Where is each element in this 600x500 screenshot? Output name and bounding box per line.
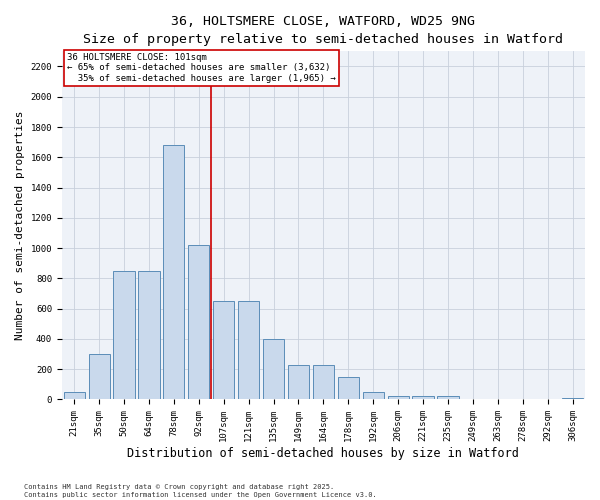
Bar bbox=[288, 364, 309, 400]
Bar bbox=[238, 301, 259, 400]
Bar bbox=[338, 377, 359, 400]
Bar bbox=[388, 396, 409, 400]
Bar bbox=[89, 354, 110, 400]
Bar bbox=[263, 339, 284, 400]
Bar bbox=[213, 301, 235, 400]
Bar bbox=[562, 398, 583, 400]
X-axis label: Distribution of semi-detached houses by size in Watford: Distribution of semi-detached houses by … bbox=[127, 447, 520, 460]
Text: 36 HOLTSMERE CLOSE: 101sqm
← 65% of semi-detached houses are smaller (3,632)
  3: 36 HOLTSMERE CLOSE: 101sqm ← 65% of semi… bbox=[67, 53, 336, 83]
Bar bbox=[437, 396, 458, 400]
Bar bbox=[113, 271, 134, 400]
Bar bbox=[362, 392, 384, 400]
Bar bbox=[163, 145, 184, 400]
Title: 36, HOLTSMERE CLOSE, WATFORD, WD25 9NG
Size of property relative to semi-detache: 36, HOLTSMERE CLOSE, WATFORD, WD25 9NG S… bbox=[83, 15, 563, 46]
Text: Contains HM Land Registry data © Crown copyright and database right 2025.
Contai: Contains HM Land Registry data © Crown c… bbox=[24, 484, 377, 498]
Bar bbox=[139, 271, 160, 400]
Bar bbox=[412, 396, 434, 400]
Bar bbox=[64, 392, 85, 400]
Y-axis label: Number of semi-detached properties: Number of semi-detached properties bbox=[15, 110, 25, 340]
Bar bbox=[313, 364, 334, 400]
Bar bbox=[188, 245, 209, 400]
